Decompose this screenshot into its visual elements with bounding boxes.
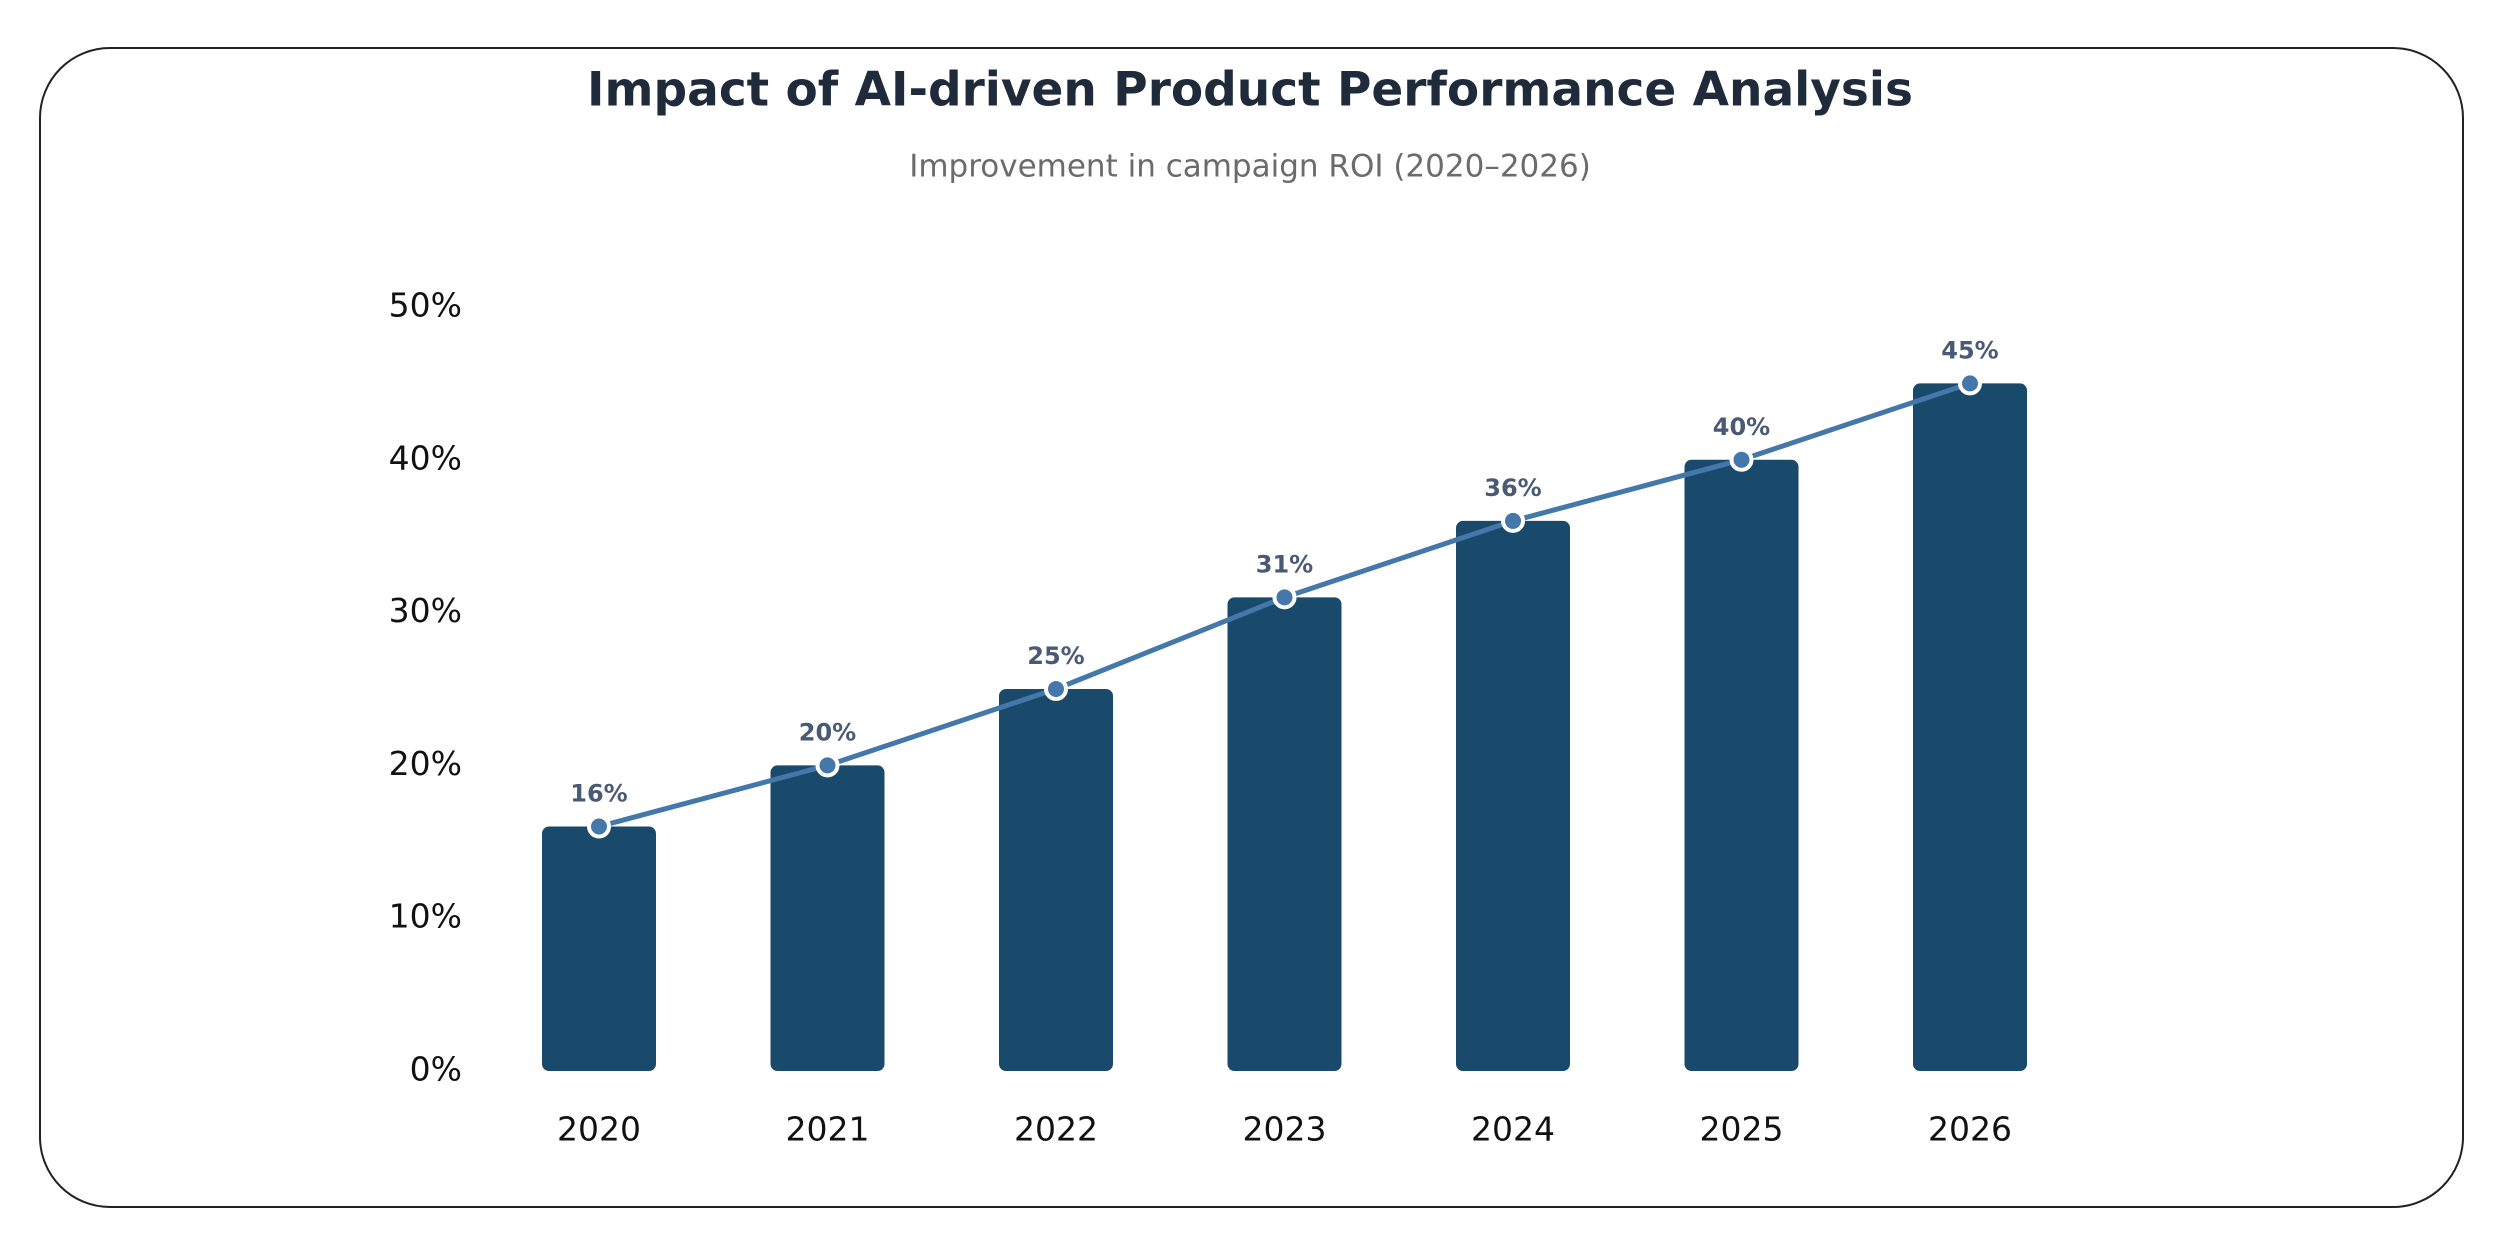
line-point (1501, 508, 1525, 533)
y-tick-label: 10% (389, 897, 462, 936)
value-label: 16% (570, 780, 627, 808)
y-tick-label: 50% (389, 286, 462, 325)
bar (1684, 459, 1799, 1071)
line-point (815, 753, 840, 778)
y-tick-label: 20% (389, 744, 462, 783)
bar (542, 826, 656, 1071)
line-point (587, 814, 611, 839)
y-tick-label: 30% (389, 591, 462, 630)
value-label: 31% (1256, 550, 1313, 578)
x-tick-label: 2022 (1014, 1110, 1098, 1149)
line-point (1272, 585, 1297, 610)
bar (1227, 597, 1342, 1071)
bar (1456, 520, 1570, 1071)
value-label: 45% (1941, 336, 1998, 364)
chart-subtitle: Improvement in campaign ROI (2020–2026) (909, 149, 1591, 185)
y-tick-label: 40% (389, 438, 462, 477)
value-label: 40% (1713, 413, 1770, 441)
x-tick-label: 2021 (786, 1110, 870, 1149)
bar (1913, 383, 2027, 1071)
value-label: 25% (1027, 642, 1084, 670)
line-point (1958, 371, 1982, 396)
x-tick-label: 2025 (1700, 1110, 1784, 1149)
x-tick-label: 2024 (1471, 1110, 1555, 1149)
value-label: 36% (1484, 474, 1541, 502)
x-tick-label: 2026 (1928, 1110, 2012, 1149)
bar (999, 689, 1113, 1071)
x-tick-label: 2023 (1243, 1110, 1327, 1149)
value-label: 20% (799, 718, 856, 746)
line-point (1044, 677, 1068, 701)
x-tick-label: 2020 (557, 1110, 641, 1149)
line-point (1729, 447, 1754, 472)
y-tick-label: 0% (410, 1050, 462, 1089)
bar (770, 765, 885, 1071)
chart-title: Impact of AI-driven Product Performance … (587, 63, 1913, 118)
